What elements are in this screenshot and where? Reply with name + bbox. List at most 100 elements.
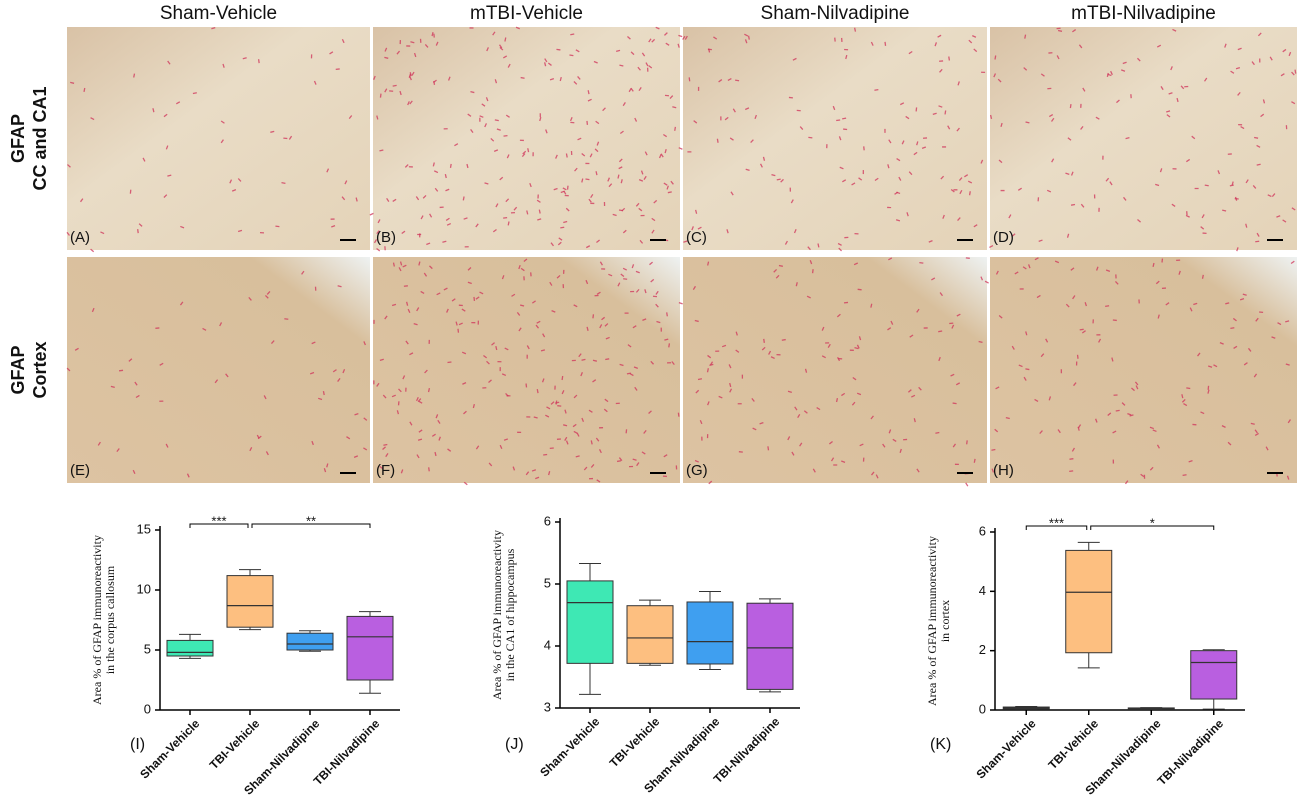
stain: [1262, 99, 1266, 104]
stain: [650, 278, 655, 283]
stain: [1172, 28, 1177, 32]
stain: [787, 436, 791, 441]
stain: [363, 341, 366, 346]
stain: [398, 388, 402, 393]
stain: [400, 469, 404, 474]
stain: [605, 336, 610, 340]
panel-label: (A): [70, 229, 90, 246]
stain: [1069, 458, 1074, 460]
stain: [416, 307, 420, 312]
stain: [678, 147, 683, 150]
stain: [620, 179, 623, 184]
stain: [938, 105, 943, 108]
stain: [1182, 474, 1187, 477]
stain: [964, 174, 969, 178]
stain: [220, 120, 225, 124]
panel-label: (B): [376, 229, 396, 246]
stain: [409, 352, 414, 356]
row-label: GFAP: [8, 114, 28, 163]
significance-label: ***: [1049, 515, 1064, 530]
stain: [1181, 394, 1184, 399]
stain: [499, 46, 504, 51]
stain: [792, 57, 797, 61]
stain: [481, 103, 486, 107]
stain: [638, 207, 643, 212]
stain: [549, 77, 555, 81]
stain: [1115, 409, 1120, 412]
stain: [384, 315, 388, 320]
stain: [577, 137, 582, 141]
stain: [165, 443, 169, 448]
stain: [531, 300, 536, 304]
stain: [593, 60, 598, 64]
stain: [90, 117, 95, 121]
stain: [475, 223, 479, 228]
stain: [527, 148, 530, 153]
stain: [249, 447, 253, 452]
stain: [692, 285, 697, 291]
stain: [1271, 193, 1276, 198]
stain: [429, 213, 433, 218]
stain: [830, 457, 835, 462]
stain: [1121, 402, 1126, 406]
stain: [839, 166, 844, 170]
stain: [1276, 215, 1281, 218]
stain: [608, 183, 613, 188]
stain: [622, 102, 626, 107]
stain: [744, 33, 749, 37]
stain: [892, 438, 897, 442]
stain: [942, 214, 945, 219]
panel-label: (I): [130, 736, 145, 753]
stain: [761, 346, 766, 351]
stain: [841, 392, 846, 397]
stain: [1105, 269, 1111, 272]
stain: [1046, 189, 1052, 193]
stain: [550, 242, 555, 247]
stain: [418, 400, 423, 404]
stain: [682, 35, 686, 40]
stain: [1189, 307, 1193, 312]
stain: [570, 33, 575, 36]
stain: [494, 79, 498, 84]
stain: [744, 107, 750, 111]
stain: [376, 382, 380, 387]
stain: [816, 406, 821, 411]
stain: [968, 39, 973, 44]
stain: [553, 187, 558, 191]
significance-label: ***: [211, 513, 226, 528]
stain: [565, 153, 568, 158]
micrograph: [683, 27, 987, 250]
stain: [658, 154, 662, 159]
stain: [874, 177, 879, 182]
y-tick-label: 3: [544, 699, 551, 714]
stain: [812, 468, 816, 473]
stain: [1176, 97, 1179, 103]
stain: [1203, 77, 1208, 82]
stain: [402, 264, 407, 268]
stain: [507, 63, 511, 68]
stain: [973, 48, 978, 53]
stain: [446, 308, 449, 313]
stain: [466, 163, 469, 169]
stain: [535, 324, 540, 329]
stain: [1253, 373, 1258, 378]
stain: [590, 464, 595, 468]
stain: [594, 148, 599, 153]
stain: [1156, 444, 1161, 449]
stain: [417, 398, 422, 403]
y-tick-label: 4: [979, 583, 986, 598]
stain: [1125, 137, 1130, 140]
stain: [890, 320, 894, 325]
stain: [695, 389, 700, 394]
y-tick-label: 10: [137, 581, 151, 596]
stain: [399, 90, 402, 96]
stain: [447, 76, 451, 81]
stain: [1267, 194, 1272, 198]
stain: [1201, 274, 1204, 279]
stain: [944, 110, 947, 115]
stain: [619, 130, 624, 135]
box: [566, 580, 614, 664]
stain: [1106, 72, 1109, 78]
stain: [875, 474, 879, 479]
stain: [1072, 295, 1076, 300]
